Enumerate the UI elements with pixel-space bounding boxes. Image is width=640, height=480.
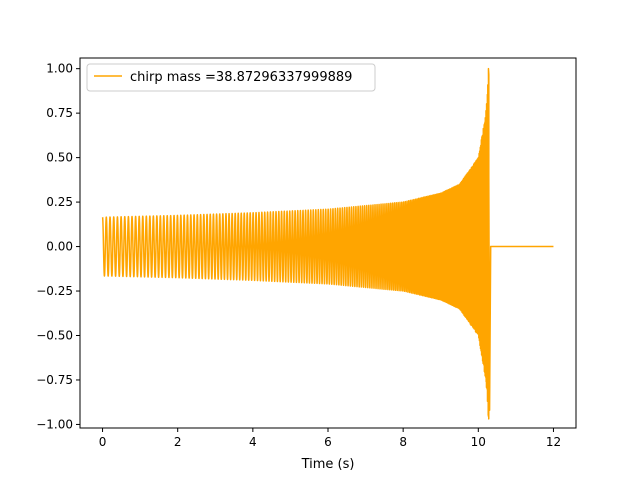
y-tick-label: −0.25 (36, 284, 73, 298)
legend: chirp mass =38.87296337999889 (86, 63, 376, 92)
legend-box (86, 63, 376, 92)
x-tick-label: 8 (399, 435, 407, 449)
y-tick-label: 0.25 (46, 195, 73, 209)
x-tick-label: 0 (99, 435, 107, 449)
legend-label: chirp mass =38.87296337999889 (130, 70, 352, 85)
series-line-chirp (101, 67, 554, 420)
x-axis-ticks: 0 2 4 6 8 10 12 (99, 428, 561, 449)
x-axis-label: Time (s) (301, 457, 355, 472)
y-tick-label: −1.00 (36, 417, 73, 431)
x-tick-label: 12 (546, 435, 561, 449)
y-tick-label: 0.75 (46, 106, 73, 120)
y-tick-label: −0.75 (36, 373, 73, 387)
y-axis-ticks: −1.00 −0.75 −0.50 −0.25 0.00 0.25 0.50 0.75 1.00 (36, 62, 80, 431)
x-tick-label: 10 (471, 435, 486, 449)
y-tick-label: 1.00 (46, 62, 73, 76)
x-tick-label: 2 (174, 435, 182, 449)
y-tick-label: 0.00 (46, 240, 73, 254)
y-tick-label: 0.50 (46, 151, 73, 165)
x-tick-label: 6 (324, 435, 332, 449)
y-tick-label: −0.50 (36, 329, 73, 343)
x-tick-label: 4 (249, 435, 257, 449)
